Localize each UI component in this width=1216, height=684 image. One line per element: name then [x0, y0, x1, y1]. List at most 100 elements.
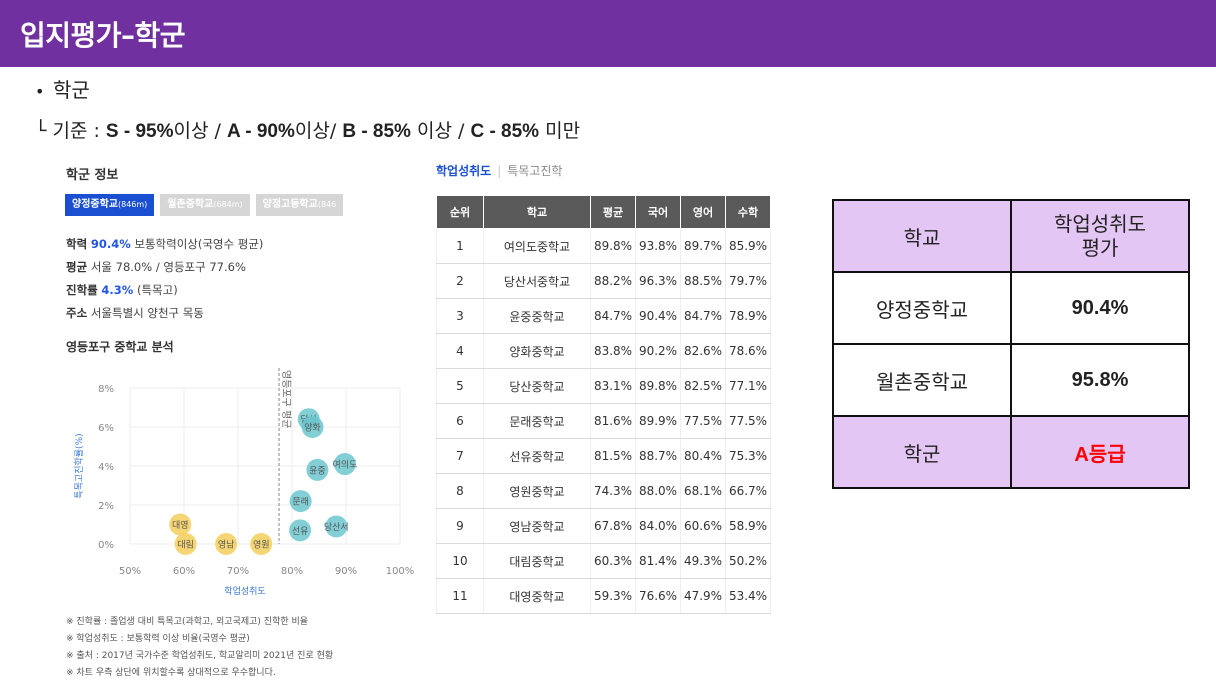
table-cell: 대영중학교 [483, 578, 591, 614]
table-cell: 60.6% [680, 508, 726, 544]
info-achievement-value: 90.4% [90, 237, 131, 251]
col-korean: 국어 [635, 195, 681, 229]
table-cell: 여의도중학교 [483, 228, 591, 264]
info-average-rest: 서울 78.0% / 영등포구 77.6% [87, 260, 246, 274]
tab-achievement[interactable]: 학업성취도 [436, 164, 492, 178]
footnote-3: ※ 출처 : 2017년 국가수준 학업성취도, 학교알리미 2021년 진로 … [66, 651, 334, 661]
table-cell: 68.1% [680, 473, 726, 509]
table-cell: 윤중중학교 [483, 298, 591, 334]
tab-school-0-name: 양정중학교 [72, 199, 118, 210]
x-tick-label: 50% [119, 566, 141, 577]
table-cell: 81.6% [590, 403, 636, 439]
info-address-rest: 서울특별시 양천구 목동 [87, 306, 204, 320]
info-advance-rest: (특목고) [133, 283, 178, 297]
table-row: 7 선유중학교 81.5% 88.7% 80.4% 75.3% [436, 438, 771, 474]
info-address-label: 주소 [66, 306, 88, 320]
data-point-label: 여의도 [332, 459, 357, 471]
table-cell: 81.5% [590, 438, 636, 474]
info-achievement-label: 학력 [66, 237, 88, 251]
table-cell: 67.8% [590, 508, 636, 544]
table-cell: 당산중학교 [483, 368, 591, 404]
tab-special-high[interactable]: 특목고진학 [507, 164, 563, 178]
summary-value-1: 90.4% [1010, 271, 1190, 345]
info-achievement: 학력 90.4% 보통학력이상(국영수 평균) [66, 236, 263, 252]
footnote-1: ※ 진학률 : 졸업생 대비 특목고(과학고, 외고국제고) 진학한 비율 [66, 617, 309, 627]
analysis-title: 영등포구 중학교 분석 [66, 340, 174, 354]
table-cell: 9 [436, 508, 484, 544]
table-row: 4 양화중학교 83.8% 90.2% 82.6% 78.6% [436, 333, 771, 369]
tab-school-1[interactable]: 월촌중학교(684m) [160, 194, 250, 216]
table-cell: 1 [436, 228, 484, 264]
table-cell: 50.2% [725, 543, 771, 579]
table-cell: 49.3% [680, 543, 726, 579]
summary-grade-label: 학군 [832, 415, 1012, 489]
x-tick-label: 90% [335, 566, 357, 577]
table-cell: 79.7% [725, 263, 771, 299]
info-advance: 진학률 4.3% (특목고) [66, 282, 178, 298]
data-point [333, 453, 356, 476]
table-row: 6 문래중학교 81.6% 89.9% 77.5% 77.5% [436, 403, 771, 439]
tab-school-2[interactable]: 양정고등학교(846 [255, 194, 344, 216]
table-cell: 영원중학교 [483, 473, 591, 509]
y-tick-label: 0% [98, 540, 114, 551]
table-row: 5 당산중학교 83.1% 89.8% 82.5% 77.1% [436, 368, 771, 404]
x-tick-label: 70% [227, 566, 249, 577]
table-cell: 85.9% [725, 228, 771, 264]
summary-table: 학교 학업성취도 평가 양정중학교 90.4% 월촌중학교 95.8% 학군 A… [832, 199, 1190, 489]
scatter-chart: 50% 60% 70% 80% 90% 100% 0% 2% 4% 6% 8% 학업성취도 특목고진학률… [74, 368, 415, 597]
criteria-s: S - 95% [105, 121, 174, 142]
summary-header-school: 학교 [832, 199, 1012, 273]
table-cell: 7 [436, 438, 484, 474]
table-cell: 3 [436, 298, 484, 334]
page-title: 입지평가–학군 [20, 19, 186, 52]
table-cell: 양화중학교 [483, 333, 591, 369]
table-cell: 80.4% [680, 438, 726, 474]
col-school: 학교 [483, 195, 591, 229]
table-cell: 당산서중학교 [483, 263, 591, 299]
table-cell: 문래중학교 [483, 403, 591, 439]
table-cell: 77.1% [725, 368, 771, 404]
table-cell: 88.7% [635, 438, 681, 474]
col-math: 수학 [725, 195, 771, 229]
x-tick-label: 100% [386, 566, 415, 577]
tab-school-2-dist: (846 [317, 200, 337, 209]
criteria-s-suffix: 이상 / [173, 120, 227, 142]
y-axis-label: 특목고진학률(%) [74, 433, 85, 498]
data-point [174, 533, 197, 555]
bullet-item: • 학군 [35, 78, 90, 104]
table-row: 1 여의도중학교 89.8% 93.8% 89.7% 85.9% [436, 228, 771, 264]
data-point-label: 선유 [292, 526, 309, 537]
tab-school-1-dist: (684m) [213, 200, 243, 209]
data-point [301, 416, 324, 438]
tab-school-0[interactable]: 양정중학교(846m) [65, 194, 155, 216]
data-point [250, 533, 273, 555]
table-row: 11 대영중학교 59.3% 76.6% 47.9% 53.4% [436, 578, 771, 614]
data-point [289, 519, 312, 542]
tab-school-1-name: 월촌중학교 [167, 199, 214, 210]
data-point-label: 문래 [292, 497, 309, 508]
info-advance-label: 진학률 [66, 283, 98, 297]
table-cell: 84.7% [590, 298, 636, 334]
info-average: 평균 서울 78.0% / 영등포구 77.6% [66, 259, 246, 275]
data-point [306, 458, 329, 481]
table-cell: 78.9% [725, 298, 771, 334]
table-cell: 77.5% [725, 403, 771, 439]
table-cell: 88.2% [590, 263, 636, 299]
table-cell: 5 [436, 368, 484, 404]
data-point-label: 대영 [172, 520, 189, 531]
table-cell: 77.5% [680, 403, 726, 439]
table-cell: 대림중학교 [483, 543, 591, 579]
table-cell: 11 [436, 578, 484, 614]
table-row: 2 당산서중학교 88.2% 96.3% 88.5% 79.7% [436, 263, 771, 299]
data-point-label: 영남 [218, 540, 235, 551]
table-row: 8 영원중학교 74.3% 88.0% 68.1% 66.7% [436, 473, 771, 509]
table-cell: 8 [436, 473, 484, 509]
summary-value-2: 95.8% [1010, 343, 1190, 417]
table-cell: 84.7% [680, 298, 726, 334]
table-cell: 78.6% [725, 333, 771, 369]
tab-school-0-dist: (846m) [118, 200, 148, 209]
info-average-label: 평균 [66, 260, 88, 274]
footnote-2: ※ 학업성취도 : 보통학력 이상 비율(국영수 평균) [66, 634, 250, 644]
y-tick-label: 4% [98, 462, 114, 473]
table-cell: 89.7% [680, 228, 726, 264]
